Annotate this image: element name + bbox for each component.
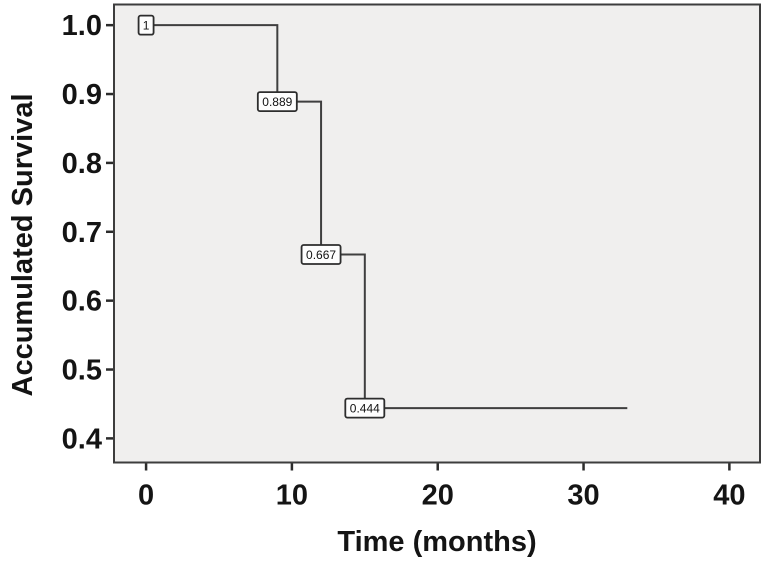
x-tick-label: 30 — [567, 480, 599, 512]
plot-layer: 0 10 20 30 40 1.0 0.9 0.8 0.7 0.6 0.5 0.4 1 0.889 0.66… — [62, 3, 761, 512]
step-label: 1 — [137, 14, 155, 36]
x-axis-title: Time (months) — [337, 526, 536, 558]
step-label-box — [344, 397, 386, 419]
step-label-box — [300, 244, 342, 265]
x-tick-label: 10 — [276, 480, 308, 512]
step-label-text: 0.444 — [350, 402, 380, 416]
y-tick-label: 0.7 — [62, 217, 102, 249]
step-label-box — [137, 14, 155, 36]
y-axis-title: Accumulated Survival — [7, 94, 39, 397]
step-label-text: 0.889 — [262, 95, 292, 109]
step-label: 0.889 — [256, 91, 298, 113]
survival-step-line — [146, 24, 628, 410]
step-label-text: 1 — [143, 19, 150, 33]
y-tick-label: 1.0 — [62, 10, 102, 42]
step-label: 0.444 — [344, 397, 386, 419]
x-tick-label: 20 — [422, 480, 454, 512]
plot-area — [114, 4, 760, 463]
plot-frame — [113, 3, 761, 464]
x-tick-label: 0 — [138, 480, 154, 512]
x-tick-label: 40 — [713, 480, 745, 512]
y-tick-label: 0.8 — [62, 148, 102, 180]
step-label-box — [256, 91, 298, 113]
y-tick-label: 0.9 — [62, 79, 102, 111]
step-label-text: 0.667 — [306, 248, 336, 262]
step-label: 0.667 — [300, 244, 342, 265]
y-tick-label: 0.4 — [62, 423, 102, 455]
y-tick-label: 0.5 — [62, 355, 102, 387]
y-tick-label: 0.6 — [62, 286, 102, 318]
